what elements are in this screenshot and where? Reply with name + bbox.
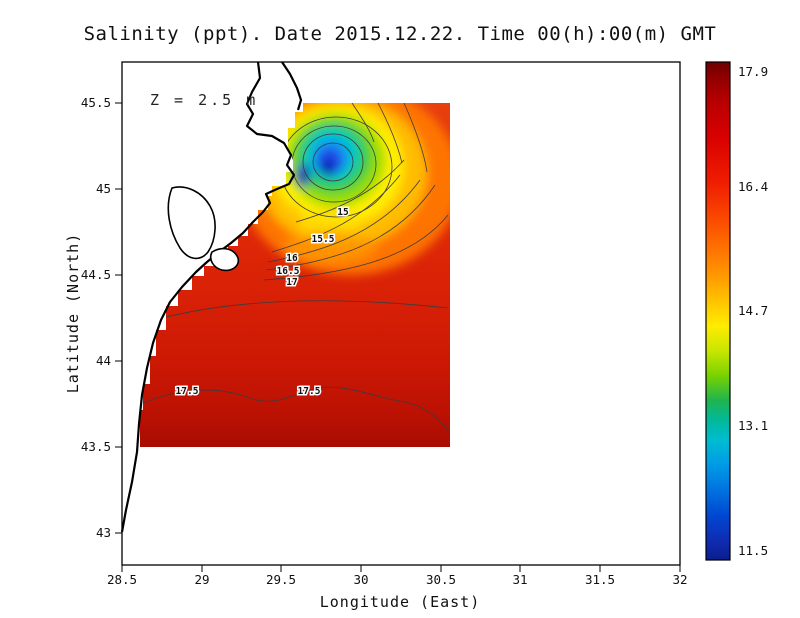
contour-line xyxy=(271,174,401,253)
contour-label: 16 xyxy=(286,253,298,264)
colorbar: 17.9 16.4 14.7 13.1 11.5 xyxy=(705,61,768,561)
y-axis-label: Latitude (North) xyxy=(64,233,82,394)
coastal-yellow-notch xyxy=(282,203,302,215)
colorbar-tick-label: 14.7 xyxy=(738,303,768,318)
x-axis: 28.5 29 29.5 30 30.5 31 31.5 32 Longitud… xyxy=(107,565,688,611)
contour-lines xyxy=(140,103,450,433)
low-salinity-plume xyxy=(240,103,450,275)
plot-title: Salinity (ppt). Date 2015.12.22. Time 00… xyxy=(84,23,717,45)
contour-label: 16.5 xyxy=(277,266,300,277)
colorbar-frame xyxy=(705,61,731,561)
contour-line xyxy=(263,214,449,281)
y-tick-label: 44 xyxy=(96,353,111,368)
coastline xyxy=(120,61,296,533)
colorbar-tick-label: 16.4 xyxy=(738,179,768,194)
colorbar-tick-label: 17.9 xyxy=(738,64,768,79)
plume-orange-tongue xyxy=(284,231,376,263)
contour-line xyxy=(312,142,354,182)
plot-frame xyxy=(121,61,681,566)
contour-label: 15 xyxy=(337,207,349,218)
contour-line xyxy=(295,159,405,223)
contour-label: 17.5 xyxy=(298,386,321,397)
delta-edge-coastline xyxy=(281,61,303,111)
colorbar-tick-label: 13.1 xyxy=(738,418,768,433)
x-tick-label: 29.5 xyxy=(266,572,296,587)
lagoon xyxy=(209,247,240,272)
contour-labels: 15 15.5 16 16.5 17 17.5 17.5 xyxy=(174,206,350,399)
colorbar-tick-label: 11.5 xyxy=(738,543,768,558)
contour-line xyxy=(161,300,449,319)
contour-line xyxy=(377,103,403,164)
y-tick-label: 43.5 xyxy=(81,439,111,454)
lagoon xyxy=(167,186,216,260)
x-tick-label: 30 xyxy=(353,572,368,587)
contour-label: 15.5 xyxy=(312,234,335,245)
colorbar-gradient xyxy=(706,62,730,560)
contour-line xyxy=(302,133,364,191)
contour-line xyxy=(140,386,450,433)
x-tick-label: 31.5 xyxy=(585,572,615,587)
x-tick-label: 32 xyxy=(672,572,687,587)
depth-annotation: Z = 2.5 m xyxy=(150,91,258,109)
x-tick-label: 30.5 xyxy=(426,572,456,587)
contour-line xyxy=(351,103,375,143)
nearshore-navy-spot xyxy=(298,171,306,185)
coastline-group xyxy=(120,61,303,533)
x-axis-label: Longitude (East) xyxy=(320,593,481,611)
x-tick-label: 29 xyxy=(194,572,209,587)
contour-label: 17.5 xyxy=(176,386,199,397)
y-tick-label: 45 xyxy=(96,181,111,196)
x-tick-label: 28.5 xyxy=(107,572,137,587)
y-axis: 45.5 45 44.5 44 43.5 43 Latitude (North) xyxy=(64,95,122,540)
y-tick-label: 44.5 xyxy=(81,267,111,282)
contour-line xyxy=(403,103,428,173)
contour-line xyxy=(267,179,421,263)
y-tick-label: 45.5 xyxy=(81,95,111,110)
data-field xyxy=(140,103,450,447)
contour-label: 17 xyxy=(286,277,297,288)
y-tick-label: 43 xyxy=(96,525,111,540)
contour-line xyxy=(265,184,436,271)
plume-core-navy xyxy=(322,164,332,176)
x-tick-label: 31 xyxy=(512,572,527,587)
